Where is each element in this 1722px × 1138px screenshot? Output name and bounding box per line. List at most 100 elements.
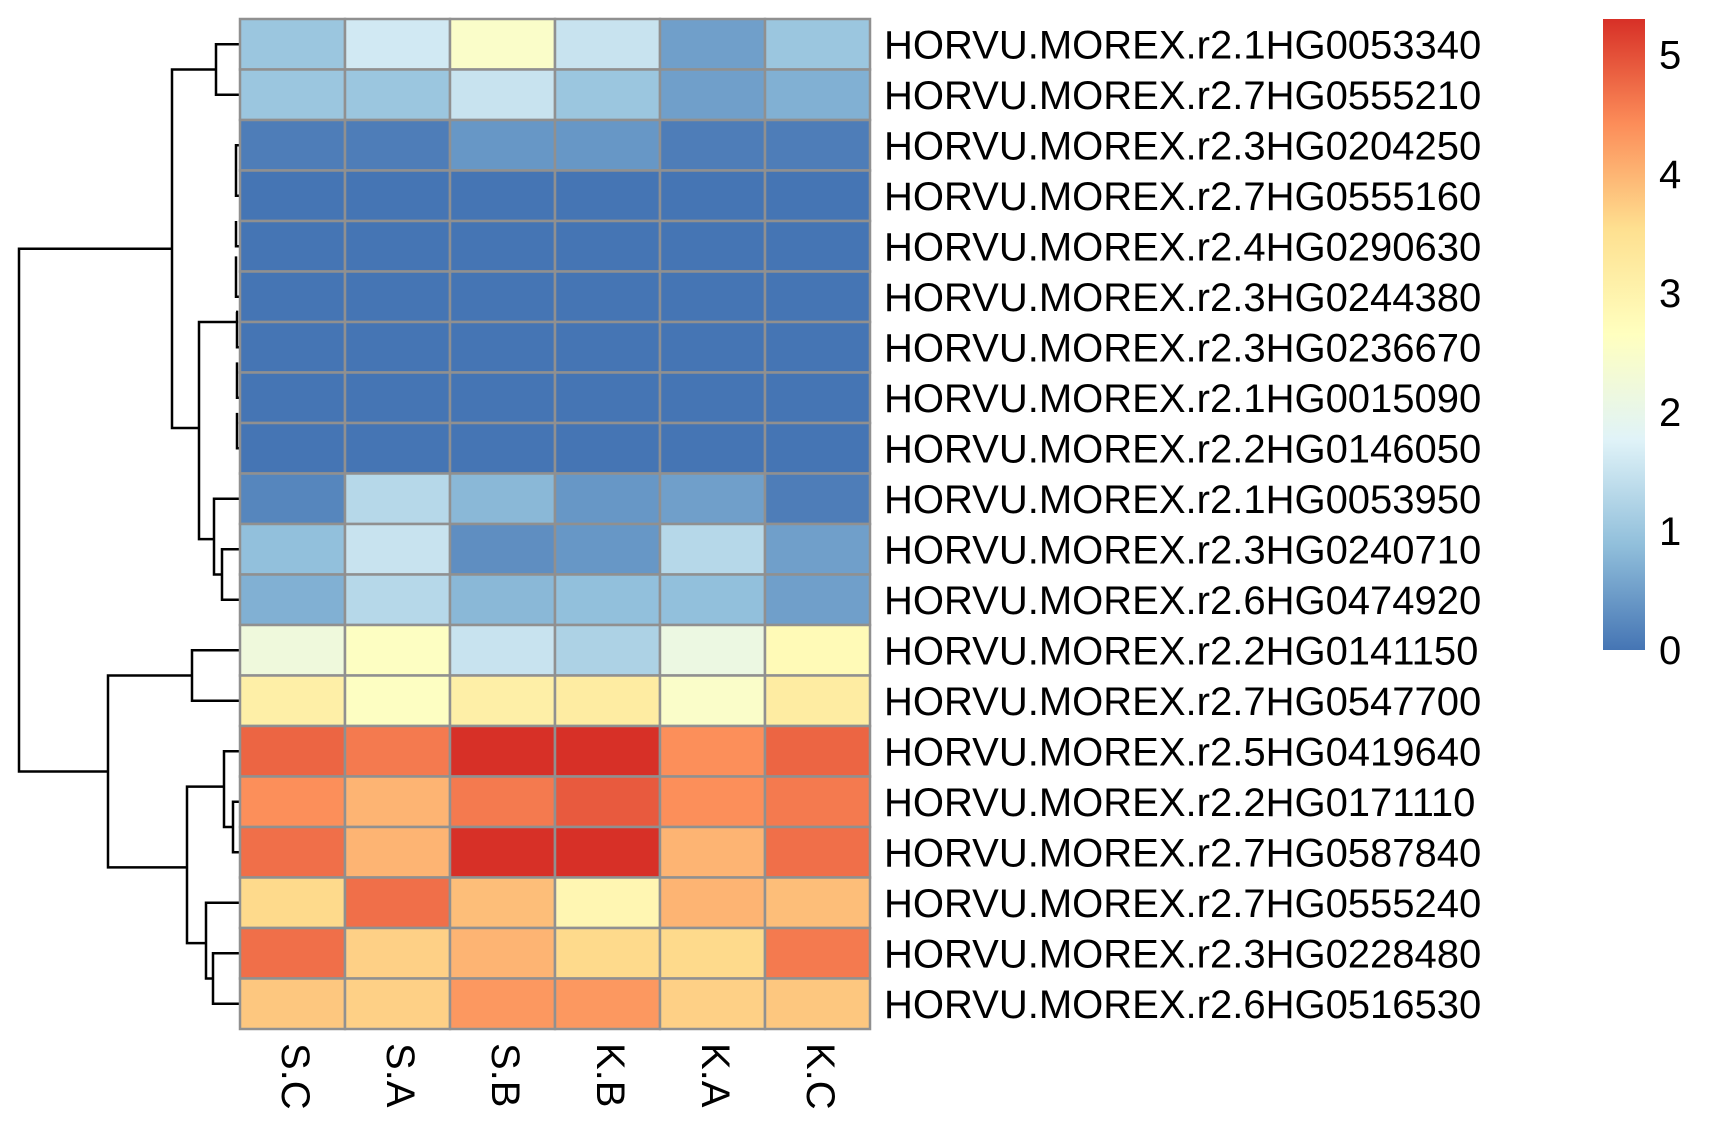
legend-tick-label: 2 [1659,391,1681,435]
heatmap-cell [448,522,557,576]
heatmap-cell [343,522,452,576]
heatmap-cell [448,623,557,677]
row-label: HORVU.MOREX.r2.7HG0547700 [884,680,1481,724]
dendrogram-link [214,43,240,96]
heatmap-cell [343,775,452,829]
heatmap-cell [448,724,557,778]
heatmap-cell [343,876,452,930]
legend-tick-label: 1 [1659,510,1681,554]
heatmap-cell [658,118,767,172]
dendrogram-link [234,144,240,197]
heatmap-cell [658,775,767,829]
row-label: HORVU.MOREX.r2.4HG0290630 [884,225,1481,269]
heatmap-cell [658,320,767,374]
heatmap-cell [343,118,452,172]
heatmap-cell [553,876,662,930]
heatmap-cell [763,270,872,324]
heatmap-cell [763,825,872,879]
heatmap-cell [238,926,347,980]
column-label: S.B [483,1043,527,1107]
heatmap-cell [763,421,872,475]
dendrogram-link [220,548,240,601]
heatmap-cell [553,270,662,324]
color-legend: 0 1 2 3 4 5 [1603,19,1681,673]
legend-tick-label: 5 [1659,34,1681,78]
heatmap-cell [448,876,557,930]
heatmap-cell [448,825,557,879]
heatmap-cell [238,320,347,374]
dendrogram-link [211,952,240,1005]
dendrogram-link [234,256,240,298]
heatmap-cell [553,522,662,576]
heatmap-cell [658,825,767,879]
row-label: HORVU.MOREX.r2.2HG0146050 [884,427,1481,471]
heatmap-cell [343,219,452,273]
heatmap-cell [658,169,767,223]
heatmap-cell [343,68,452,122]
row-label: HORVU.MOREX.r2.3HG0228480 [884,932,1481,976]
heatmap-cell [238,17,347,71]
heatmap-cell [553,724,662,778]
heatmap-cell [343,724,452,778]
row-label: HORVU.MOREX.r2.7HG0555210 [884,74,1481,118]
column-label: K.B [588,1043,632,1107]
heatmap-cell [238,118,347,172]
column-labels: S.C S.A S.B K.B K.A K.C [273,1043,842,1110]
heatmap-cell [238,472,347,526]
column-label: S.A [378,1043,422,1108]
heatmap-cell [763,724,872,778]
heatmap-cell [553,623,662,677]
dendrogram-link [170,68,216,430]
heatmap-cell [553,926,662,980]
heatmap-cell [238,522,347,576]
column-label: S.C [273,1043,317,1110]
heatmap-cell [553,371,662,425]
heatmap-cell [658,522,767,576]
dendrogram-link [234,221,240,248]
heatmap-cell [763,522,872,576]
dendrogram-link [185,785,224,945]
row-label: HORVU.MOREX.r2.5HG0419640 [884,730,1481,774]
heatmap-cells [238,17,872,1031]
heatmap-cell [658,977,767,1031]
heatmap-cell [343,674,452,728]
column-label: K.A [693,1043,737,1108]
heatmap-cell [763,775,872,829]
heatmap-cell [658,68,767,122]
heatmap-cell [553,674,662,728]
heatmap-cell [553,977,662,1031]
heatmap-cell [343,421,452,475]
heatmap-cell [763,169,872,223]
heatmap-cell [763,623,872,677]
column-label: K.C [798,1043,842,1110]
heatmap-cell [448,573,557,627]
heatmap-cell [238,421,347,475]
heatmap-cell [448,371,557,425]
heatmap-cell [763,977,872,1031]
heatmap-cell [343,573,452,627]
heatmap-cell [763,472,872,526]
dendrogram-link [212,497,240,576]
heatmap-cell [238,674,347,728]
heatmap-cell [343,472,452,526]
heatmap-cell [448,926,557,980]
row-dendrogram [17,43,240,1005]
heatmap-cell [238,270,347,324]
heatmap-cell [658,421,767,475]
row-label: HORVU.MOREX.r2.7HG0555160 [884,175,1481,219]
heatmap-cell [343,977,452,1031]
heatmap-cell [553,573,662,627]
heatmap-cell [238,573,347,627]
heatmap-cell [238,623,347,677]
row-label: HORVU.MOREX.r2.1HG0053340 [884,23,1481,67]
legend-tick-label: 0 [1659,629,1681,673]
heatmap-cell [763,371,872,425]
heatmap-cell [343,926,452,980]
legend-tick-label: 3 [1659,272,1681,316]
heatmap-cell [448,219,557,273]
row-label: HORVU.MOREX.r2.1HG0053950 [884,478,1481,522]
heatmap-cell [553,472,662,526]
row-label: HORVU.MOREX.r2.3HG0236670 [884,326,1481,370]
heatmap-cell [238,876,347,930]
